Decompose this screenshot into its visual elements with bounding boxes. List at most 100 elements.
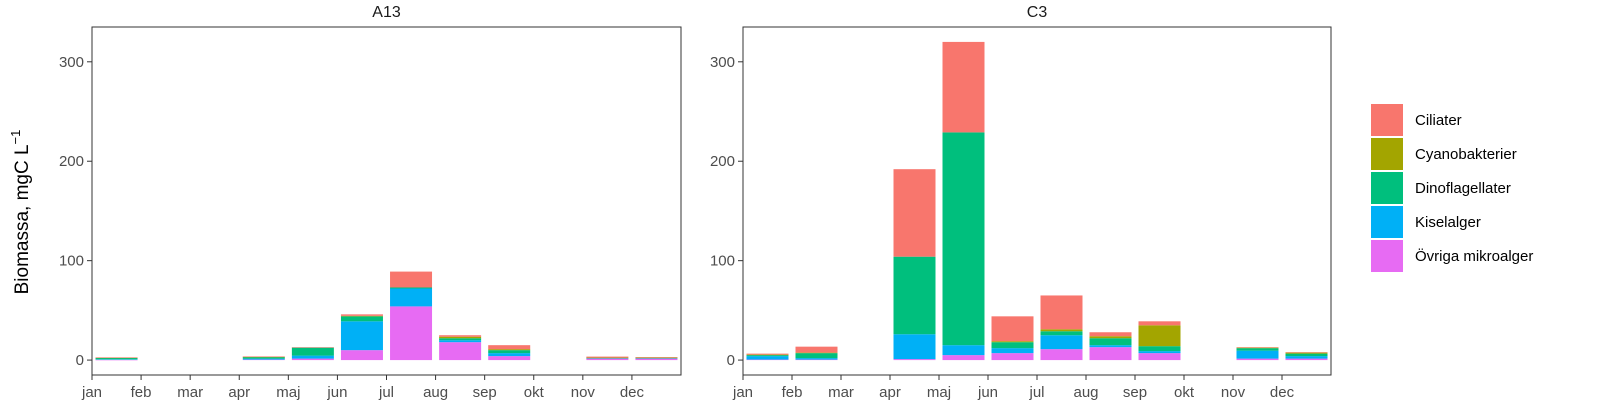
panel-border [91,26,682,376]
bar-segment-dinoflagellater [439,338,482,341]
y-tick-label: 300 [59,54,84,71]
bar-segment-ovriga-mikroalger [439,342,482,361]
bar-segment-cyanobakterier [991,341,1034,343]
bar-segment-kiselalger [390,288,433,307]
bar-segment-cyanobakterier [1089,336,1132,339]
bar-segment-cyanobakterier [1040,329,1083,332]
bar-segment-cyanobakterier [586,357,629,359]
bar-segment-ciliater [586,356,629,358]
x-tick-label: apr [879,384,901,401]
y-tick-label: 300 [710,54,735,71]
bar-segment-kiselalger [893,334,936,360]
legend-label: Övriga mikroalger [1415,247,1533,265]
bar-segment-dinoflagellater [1138,346,1181,352]
bar-segment-ovriga-mikroalger [291,358,334,361]
bar-segment-cyanobakterier [1236,347,1279,349]
bar-segment-cyanobakterier [488,349,531,351]
legend-item-kiselalger: Kiselalger [1370,205,1481,239]
bar-segment-ovriga-mikroalger [893,359,936,361]
x-tick-label: jan [732,384,753,401]
x-tick-label: jul [1028,384,1044,401]
bar-segment-ciliater [340,314,383,316]
x-tick-label: nov [1221,384,1246,401]
bar-segment-ciliater [1040,295,1083,330]
bar-segment-ovriga-mikroalger [1236,358,1279,361]
bar-segment-ovriga-mikroalger [942,355,985,361]
bar-segment-ciliater [439,335,482,337]
bar-segment-cyanobakterier [795,352,838,354]
x-tick-label: jul [378,384,394,401]
bar-segment-kiselalger [1285,356,1328,359]
bar-segment-kiselalger [439,340,482,343]
bar-segment-dinoflagellater [942,132,985,346]
panel-title: C3 [1027,4,1048,21]
x-tick-label: maj [276,384,300,401]
legend-swatch [1371,240,1403,272]
bar-segment-ciliater [1089,332,1132,337]
x-tick-label: sep [473,384,497,401]
legend-swatch [1371,104,1403,136]
bar-segment-ovriga-mikroalger [586,358,629,361]
x-tick-label: jan [81,384,102,401]
x-tick-label: mar [177,384,203,401]
legend-swatch [1371,138,1403,170]
bar-segment-cyanobakterier [1285,352,1328,354]
bar-segment-ciliater [893,169,936,257]
bar-segment-dinoflagellater [1236,348,1279,351]
bar-segment-dinoflagellater [242,357,285,359]
x-tick-label: sep [1123,384,1147,401]
bar-segment-kiselalger [242,358,285,360]
legend-swatch [1371,206,1403,238]
x-tick-label: nov [571,384,596,401]
x-tick-label: jun [977,384,998,401]
bar-segment-dinoflagellater [795,353,838,359]
bar-segment-ciliater [991,316,1034,342]
bar-segment-ovriga-mikroalger [95,359,138,361]
bar-segment-ovriga-mikroalger [1040,349,1083,361]
legend: Ciliater Cyanobakterier Dinoflagellater Kis… [1370,103,1533,273]
legend-item-ovriga-mikroalger: Övriga mikroalger [1370,239,1533,273]
bar-segment-ovriga-mikroalger [1089,347,1132,361]
bar-segment-ovriga-mikroalger [795,359,838,361]
bar-segment-ciliater [795,346,838,353]
x-tick-label: aug [423,384,448,401]
bar-segment-ciliater [1285,352,1328,353]
bar-segment-cyanobakterier [746,354,789,356]
y-tick-label: 0 [727,352,735,369]
y-tick-label: 0 [76,352,84,369]
legend-item-dinoflagellater: Dinoflagellater [1370,171,1511,205]
bar-segment-kiselalger [340,321,383,351]
bar-segment-ovriga-mikroalger [1138,353,1181,361]
x-tick-label: jun [326,384,347,401]
legend-label: Cyanobakterier [1415,146,1517,163]
legend-item-cyanobakterier: Cyanobakterier [1370,137,1517,171]
bar-segment-ovriga-mikroalger [746,359,789,361]
bar-segment-dinoflagellater [991,342,1034,349]
bar-segment-kiselalger [488,353,531,357]
bar-segment-dinoflagellater [746,355,789,357]
bar-segment-ciliater [242,356,285,357]
bar-segment-dinoflagellater [95,357,138,360]
bar-segment-dinoflagellater [291,347,334,356]
bar-segment-ovriga-mikroalger [635,358,678,361]
bar-segment-kiselalger [1138,351,1181,354]
bar-segment-cyanobakterier [340,315,383,317]
bar-segment-ovriga-mikroalger [390,306,433,361]
bar-segment-dinoflagellater [1089,338,1132,346]
x-tick-label: dec [1270,384,1295,401]
bar-segment-kiselalger [291,355,334,359]
x-tick-label: dec [620,384,645,401]
panel-title: A13 [372,4,401,21]
y-tick-label: 100 [59,253,84,270]
bar-segment-ciliater [1138,321,1181,326]
x-tick-label: feb [131,384,152,401]
x-tick-label: apr [228,384,250,401]
bar-segment-kiselalger [1089,345,1132,348]
legend-label: Ciliater [1415,112,1462,129]
legend-item-ciliater: Ciliater [1370,103,1462,137]
bar-segment-kiselalger [95,359,138,360]
x-tick-label: mar [828,384,854,401]
bar-segment-ciliater [942,41,985,133]
y-tick-label: 200 [710,153,735,170]
panel-border [742,26,1332,376]
